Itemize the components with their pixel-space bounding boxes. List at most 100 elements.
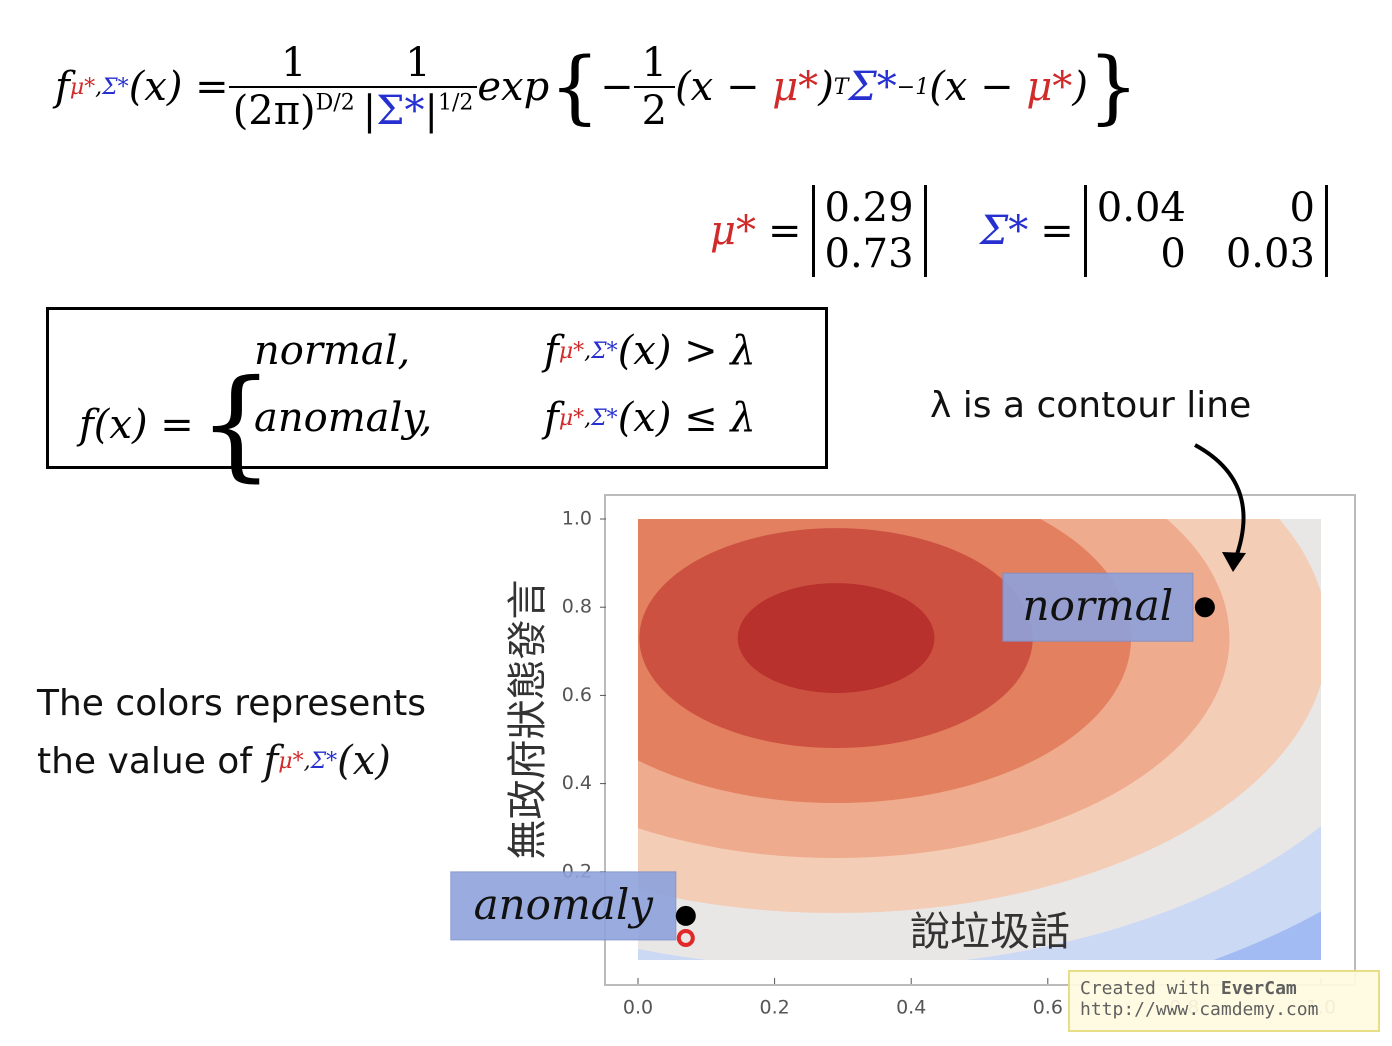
mu-param: μ* = 0.29 0.73 [710, 185, 927, 277]
num: 1 [633, 40, 676, 88]
sub: μ* [558, 338, 585, 364]
matrix: 0.04 0 0 0.03 [1083, 185, 1328, 277]
arrow-head [1222, 552, 1246, 572]
term: ) [1072, 64, 1088, 110]
num: 1 [228, 40, 359, 88]
watermark-brand: EverCam [1220, 978, 1297, 999]
exp: 1/2 [437, 90, 474, 116]
f: f [55, 64, 70, 110]
rel: (x) ≤ λ [617, 395, 756, 441]
arrow [1194, 443, 1246, 561]
minus: − [600, 64, 634, 110]
point [675, 905, 696, 926]
watermark: Created with EverCam http://www.camdemy.… [1068, 970, 1380, 1032]
rule-lhs: f(x) ={ [79, 365, 274, 485]
y-axis-label: 無政府狀態發言 [505, 580, 551, 860]
num: 1 [358, 40, 478, 88]
rel: (x) > λ [617, 328, 756, 374]
contour-note: λ is a contour line [930, 385, 1252, 426]
cell: 0 [1289, 185, 1315, 231]
sub: , [584, 338, 592, 364]
term: (x − [929, 64, 1027, 110]
case-label: normal, [254, 328, 411, 374]
f: f [263, 738, 279, 784]
den: (2π) [232, 88, 316, 134]
case-cond: f μ*,Σ* (x) > λ [544, 328, 756, 374]
sub: Σ* [591, 405, 618, 431]
point-label: anomaly [474, 880, 655, 929]
sub: μ* [278, 748, 304, 774]
den: | [424, 88, 438, 134]
contour-band [737, 583, 935, 694]
y-tick-label: 1.0 [562, 508, 592, 530]
cell: 0.73 [824, 231, 914, 277]
eq: = [1040, 208, 1074, 254]
mu: μ* [710, 208, 756, 254]
x-tick-label: 0.0 [623, 997, 653, 1019]
mu: μ* [772, 64, 819, 110]
sub: μ* [69, 74, 96, 100]
case-cond: f μ*,Σ* (x) ≤ λ [544, 395, 756, 441]
arg: (x) [337, 738, 391, 784]
sub: Σ* [591, 338, 618, 364]
cell: 0.29 [824, 185, 914, 231]
x-axis-label: 說垃圾話 [910, 909, 1070, 955]
exp: D/2 [315, 90, 355, 116]
f: f [544, 328, 559, 374]
label-box [1002, 572, 1194, 642]
sub: , [303, 748, 311, 774]
rule-box: f(x) ={ normal, anomaly, f μ*,Σ* (x) > λ f… [46, 307, 828, 485]
mu: μ* [1026, 64, 1073, 110]
x-tick-label: 0.4 [896, 997, 926, 1019]
term: (x − [675, 64, 773, 110]
case-label: anomaly, [254, 395, 433, 441]
point-label: normal [1023, 581, 1174, 630]
den: | [362, 88, 377, 134]
y-tick-label: 0.6 [562, 684, 592, 706]
x-tick-label: 0.6 [1033, 997, 1063, 1019]
caption: the value of f μ*,Σ* (x) [37, 738, 391, 784]
arg: (x) = [128, 64, 229, 110]
caption-text: the value of [37, 740, 264, 782]
brace: { [549, 40, 601, 133]
point [1194, 597, 1215, 618]
cell: 0.03 [1225, 231, 1315, 277]
y-tick-label: 0.8 [562, 596, 592, 618]
exp: T [833, 74, 849, 100]
cell: 0 [1160, 231, 1186, 277]
matrix: 0.29 0.73 [811, 185, 927, 277]
sigma-param: Σ* = 0.04 0 0 0.03 [980, 185, 1328, 277]
den: 2 [641, 88, 668, 134]
watermark-url: http://www.camdemy.com [1080, 999, 1319, 1020]
sub: , [584, 405, 592, 431]
term: ) [818, 64, 834, 110]
sub: Σ* [310, 748, 338, 774]
sigma: Σ* [980, 208, 1029, 254]
sub: , [95, 74, 103, 100]
y-tick-label: 0.4 [562, 772, 592, 794]
highlight-point [676, 928, 695, 947]
cell: 0.04 [1096, 185, 1186, 231]
contours [638, 519, 1321, 960]
caption: The colors represents [37, 683, 427, 724]
fraction: 1 (2π)D/2 [228, 40, 359, 134]
brace: } [1087, 40, 1139, 133]
lhs: f(x) = [79, 402, 194, 448]
fraction: 1 |Σ*|1/2 [358, 40, 478, 134]
x-tick-label: 0.2 [759, 997, 789, 1019]
brace: { [197, 355, 275, 494]
sub: Σ* [102, 74, 129, 100]
label-box [450, 871, 677, 941]
f: f [544, 395, 559, 441]
exp: −1 [896, 74, 930, 100]
sub: μ* [558, 405, 585, 431]
watermark-text: Created with [1080, 978, 1221, 999]
exp: exp [477, 64, 550, 110]
eq: = [768, 208, 802, 254]
den: Σ* [376, 88, 425, 134]
sigma: Σ* [848, 64, 897, 110]
